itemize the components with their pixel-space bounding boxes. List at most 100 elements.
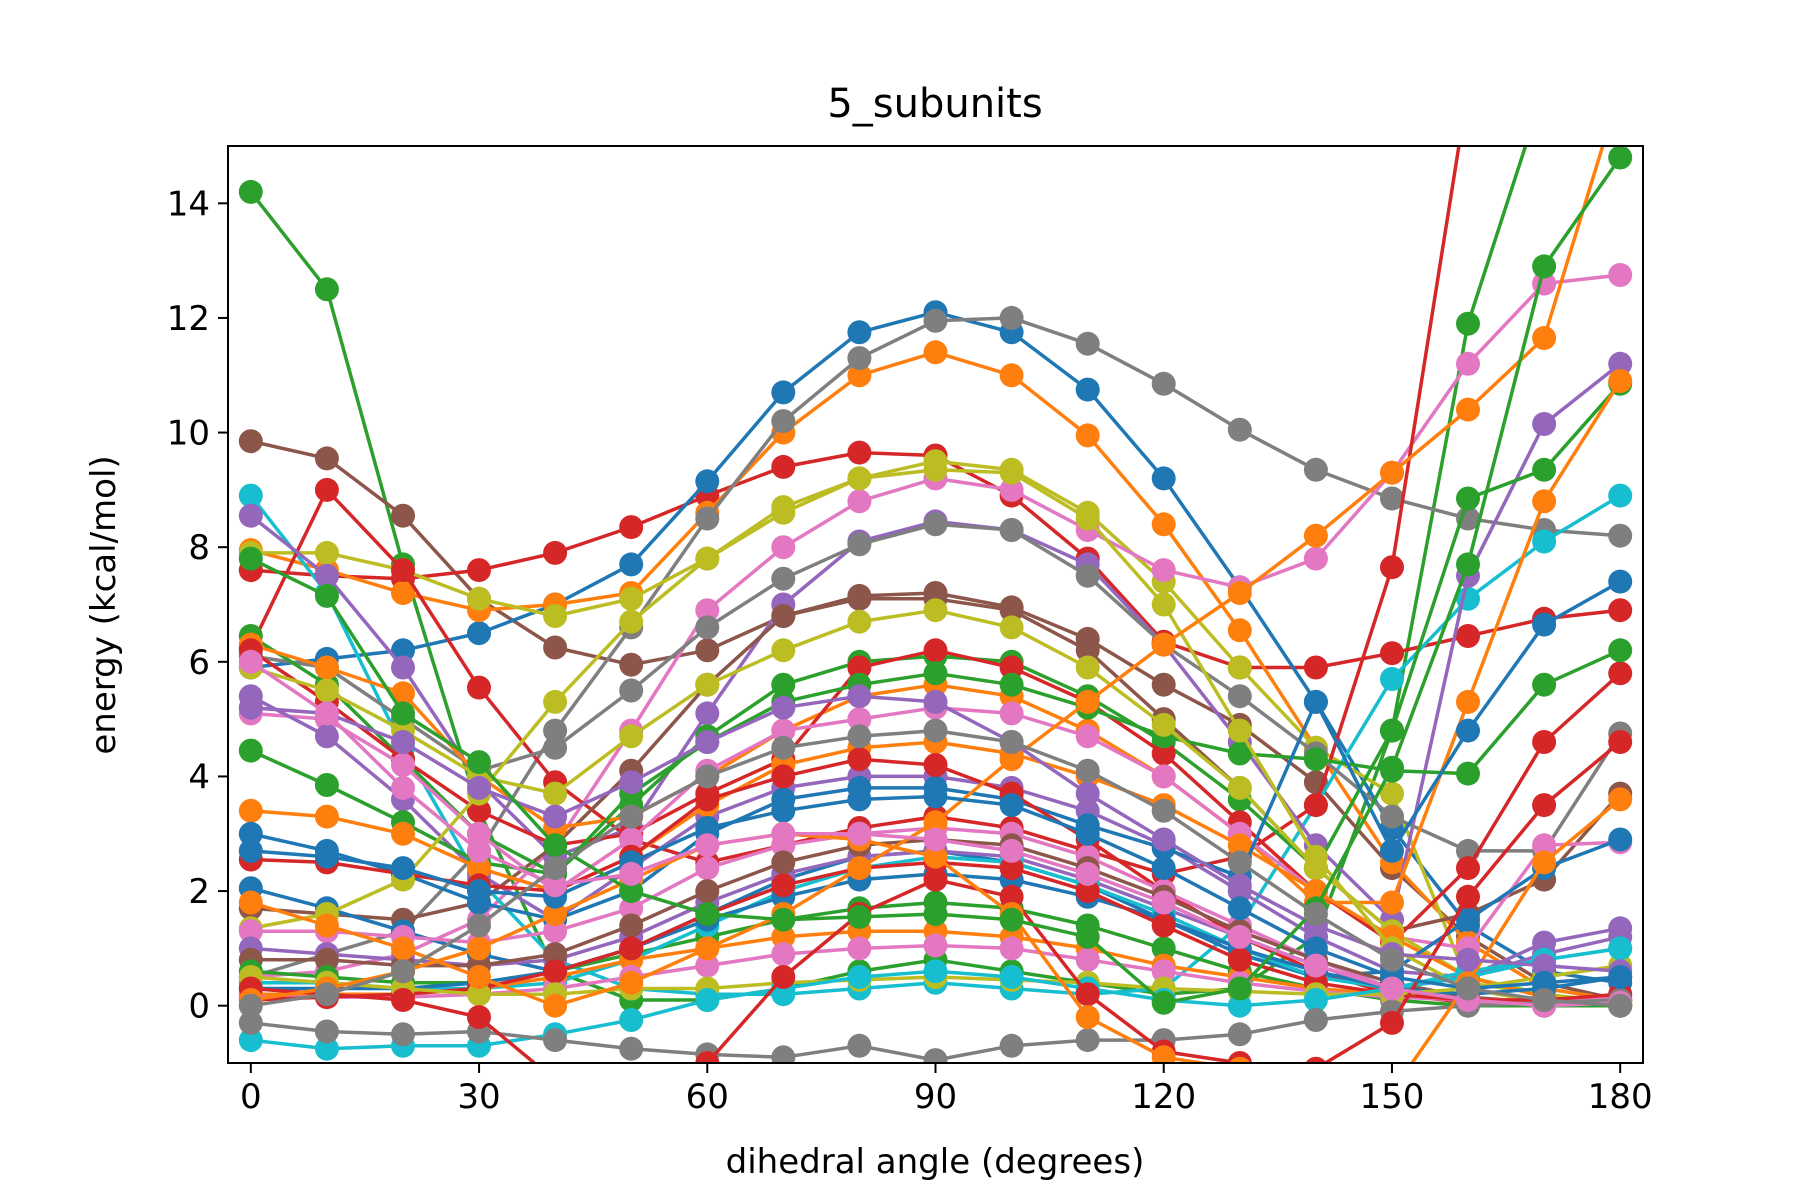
data-point	[619, 678, 644, 703]
data-point	[543, 689, 568, 714]
data-point	[1075, 924, 1100, 949]
data-point	[1380, 804, 1404, 829]
data-point	[543, 919, 568, 944]
data-point	[847, 609, 872, 634]
data-point	[1380, 641, 1404, 666]
data-point	[1303, 902, 1328, 926]
data-point	[238, 919, 263, 944]
data-point	[238, 429, 263, 454]
data-point	[391, 856, 415, 881]
data-point	[467, 621, 491, 646]
data-point	[543, 993, 568, 1018]
data-point	[999, 793, 1024, 818]
data-point	[923, 810, 948, 835]
data-point	[1456, 351, 1480, 376]
data-point	[391, 775, 415, 800]
data-point	[923, 844, 948, 869]
y-tick-label: 14	[167, 184, 210, 224]
data-point	[1608, 569, 1633, 594]
data-point	[1608, 661, 1633, 686]
data-point	[1380, 555, 1404, 580]
data-point	[1608, 827, 1633, 852]
data-point	[467, 879, 491, 904]
data-point	[1305, 1056, 1327, 1063]
data-point	[1227, 924, 1252, 949]
data-point	[847, 684, 872, 709]
data-point	[467, 856, 491, 881]
data-point	[619, 827, 644, 852]
data-point	[1151, 856, 1176, 881]
data-point	[1380, 976, 1404, 1001]
data-point	[771, 409, 796, 434]
data-point	[1608, 369, 1633, 393]
data-point	[999, 1033, 1024, 1058]
data-point	[619, 724, 644, 749]
data-point	[695, 638, 720, 663]
data-point	[999, 672, 1024, 697]
data-point	[1151, 466, 1176, 491]
data-point	[999, 730, 1024, 754]
data-point	[999, 655, 1024, 680]
data-point	[1303, 988, 1328, 1012]
data-point	[467, 965, 491, 989]
data-point	[467, 750, 491, 775]
data-point	[314, 724, 339, 749]
data-point	[314, 982, 339, 1007]
data-point	[923, 457, 948, 482]
data-point	[923, 753, 948, 777]
data-point	[1532, 489, 1557, 514]
data-point	[847, 489, 872, 514]
data-point	[771, 566, 796, 591]
data-point	[771, 764, 796, 789]
data-point	[1227, 775, 1252, 800]
data-point	[543, 959, 568, 984]
data-point	[543, 1028, 568, 1053]
data-point	[695, 764, 720, 789]
data-point	[1075, 506, 1100, 531]
data-point	[543, 902, 568, 926]
data-point	[619, 970, 644, 995]
data-point	[1151, 512, 1176, 537]
data-point	[1608, 263, 1633, 287]
data-point	[1532, 988, 1557, 1012]
data-point	[923, 718, 948, 743]
data-point	[1380, 781, 1404, 806]
data-point	[238, 546, 263, 571]
data-point	[771, 454, 796, 479]
data-point	[1532, 612, 1557, 637]
y-tick-label: 0	[188, 987, 210, 1027]
data-point	[238, 993, 263, 1018]
data-point	[467, 675, 491, 700]
data-point	[1075, 638, 1100, 663]
data-point	[847, 586, 872, 611]
data-point	[543, 735, 568, 760]
data-point	[695, 672, 720, 697]
data-point	[1532, 457, 1557, 482]
data-point	[314, 844, 339, 869]
data-point	[1151, 827, 1176, 852]
data-point	[1380, 755, 1404, 780]
data-point	[1380, 460, 1404, 485]
data-point	[391, 959, 415, 984]
data-point	[771, 873, 796, 898]
data-point	[314, 678, 339, 703]
data-point	[695, 856, 720, 881]
data-point	[771, 638, 796, 663]
data-point	[1151, 592, 1176, 617]
data-point	[1075, 724, 1100, 749]
data-point	[771, 924, 796, 949]
data-point	[923, 1048, 948, 1063]
data-point	[695, 506, 720, 531]
data-point	[1456, 552, 1480, 577]
data-point	[619, 861, 644, 886]
data-point	[467, 558, 491, 583]
data-point	[923, 784, 948, 809]
data-point	[1227, 1022, 1252, 1047]
data-point	[847, 936, 872, 961]
data-point	[314, 773, 339, 797]
data-point	[999, 305, 1024, 330]
data-point	[1608, 730, 1633, 754]
data-point	[1227, 655, 1252, 680]
data-point	[847, 856, 872, 881]
data-point	[1227, 993, 1252, 1018]
